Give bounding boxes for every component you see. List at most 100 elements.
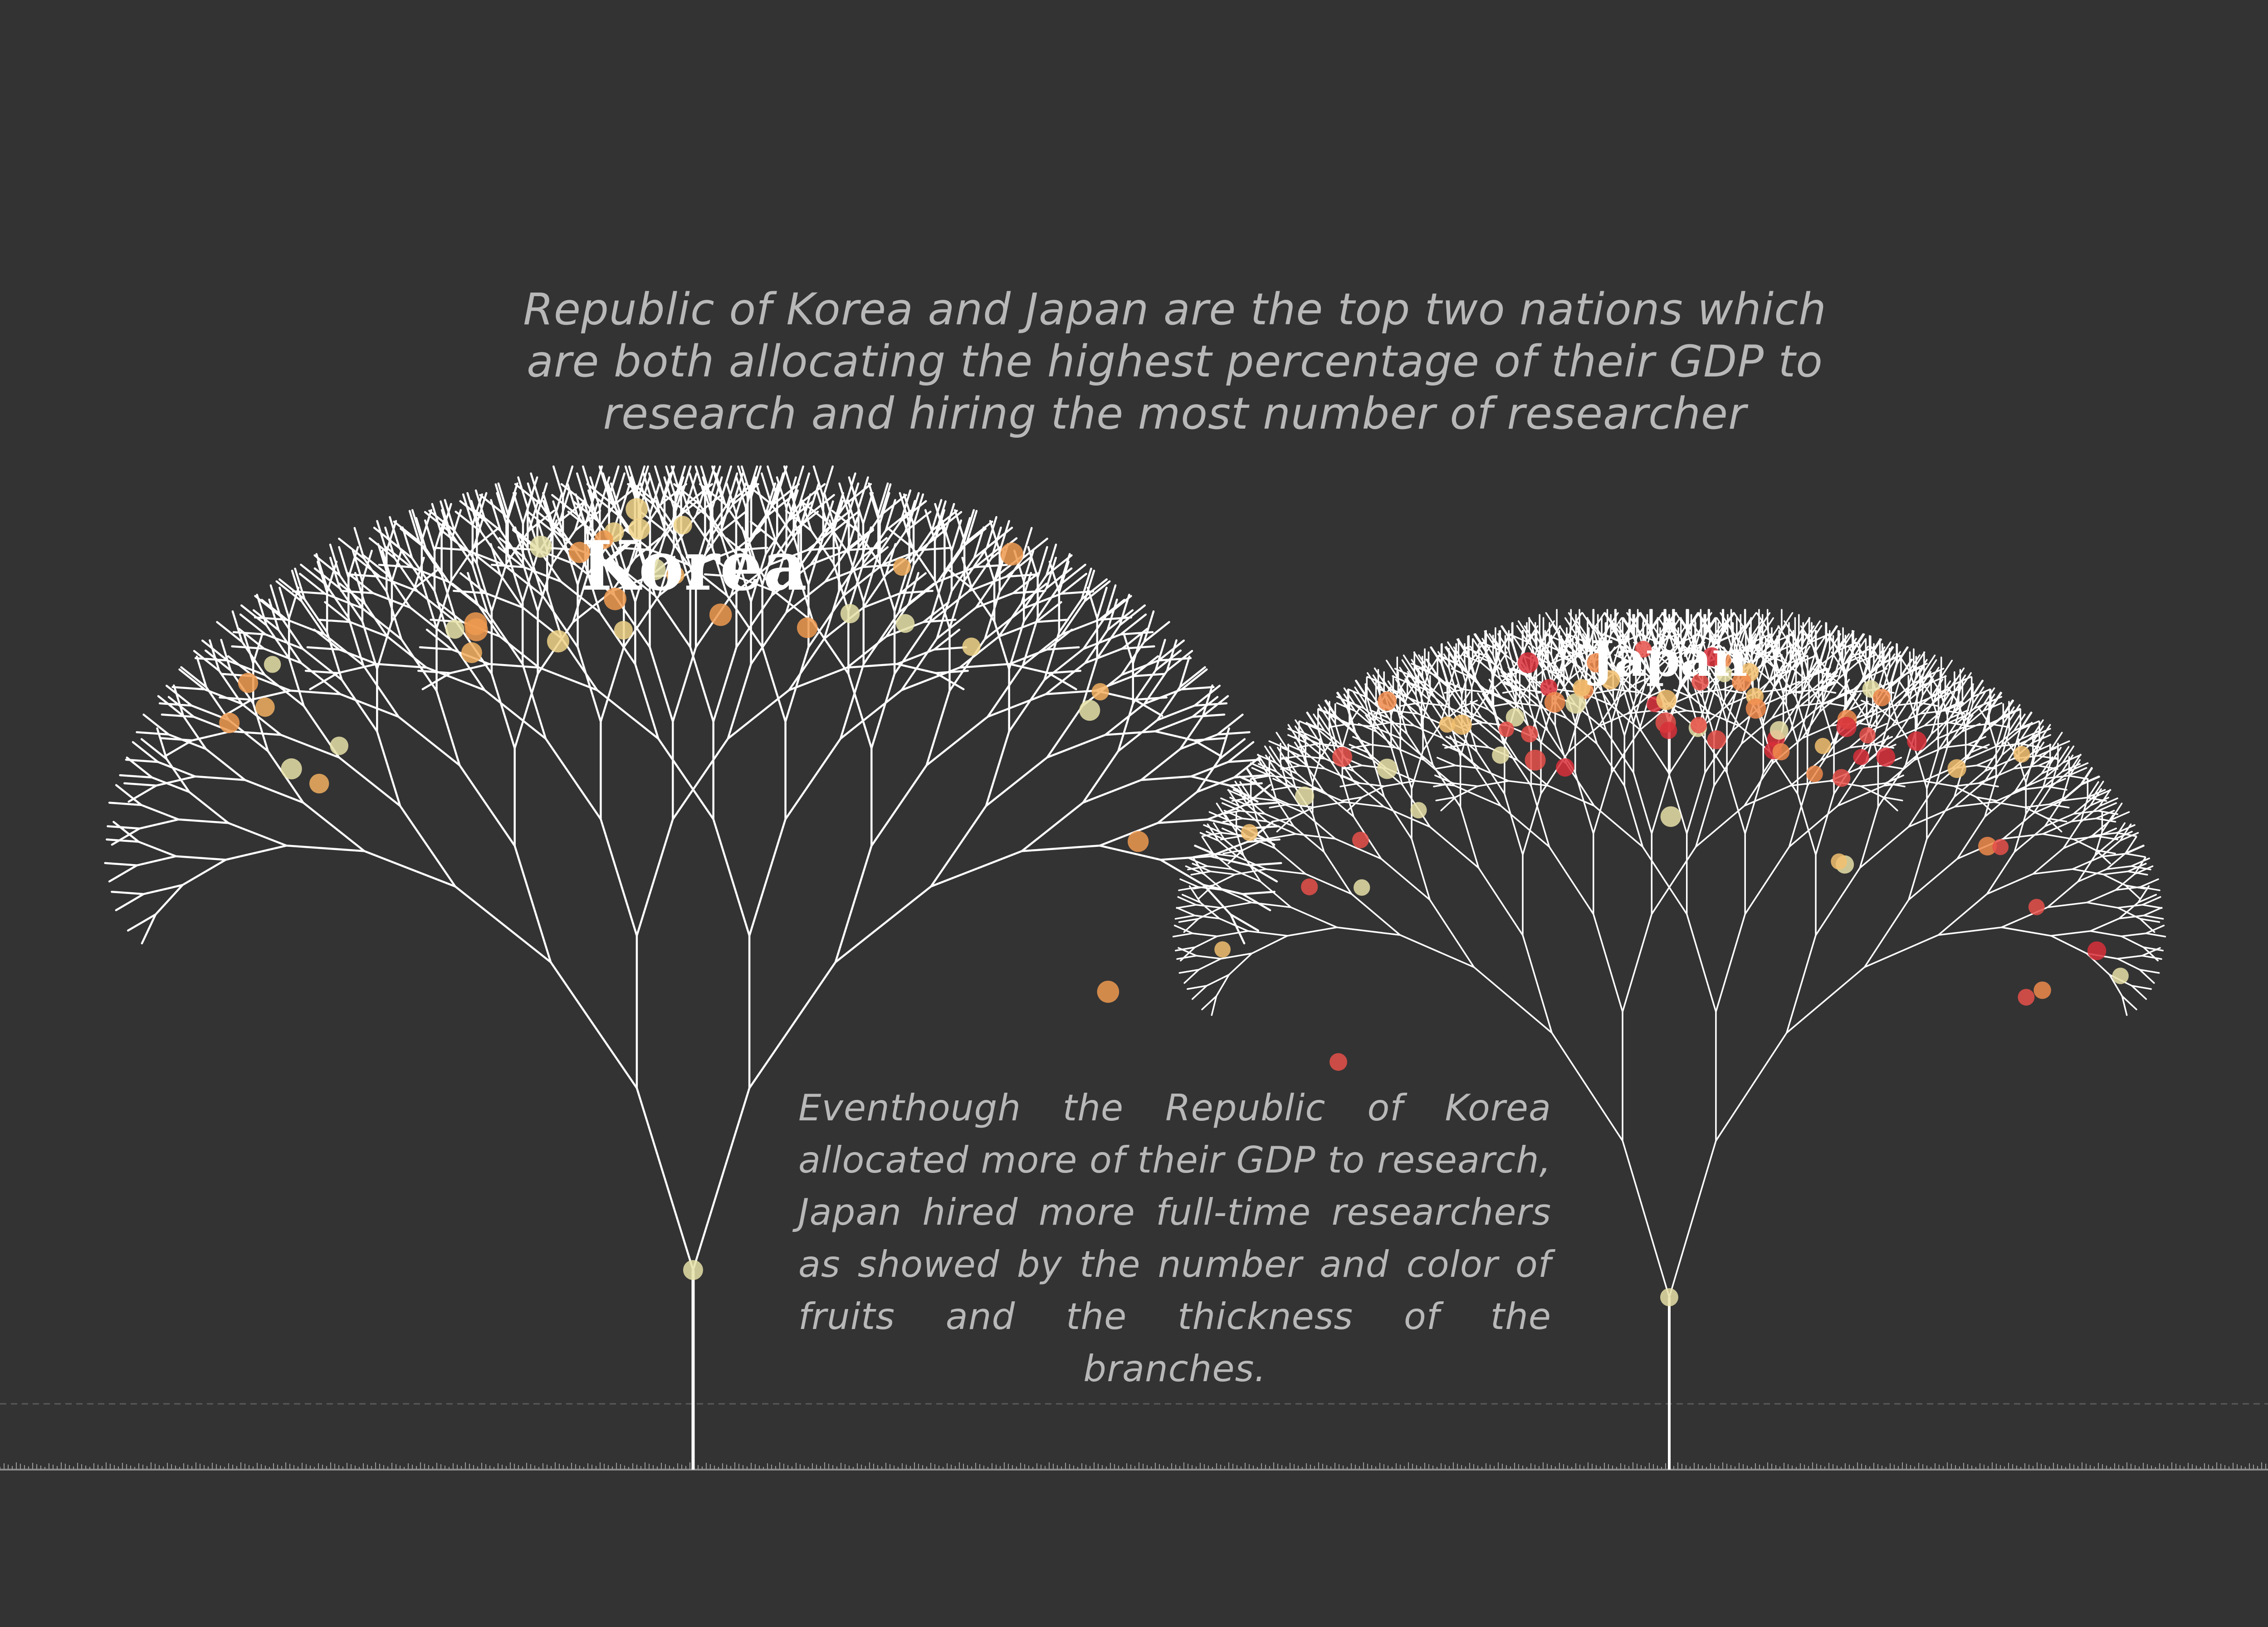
fruit	[1517, 652, 1539, 674]
fruit	[1241, 824, 1258, 841]
fruit	[1769, 721, 1789, 740]
fruit	[1332, 747, 1353, 767]
fruit	[1635, 640, 1652, 658]
fruit	[626, 498, 648, 521]
fruit	[1707, 730, 1726, 749]
fruit	[604, 587, 627, 611]
fruit	[1853, 749, 1869, 765]
fruit	[264, 656, 281, 673]
fruit	[1352, 831, 1369, 849]
fruit	[1716, 666, 1733, 683]
fruit	[2033, 981, 2051, 999]
fruit	[309, 773, 329, 794]
fruit	[1439, 716, 1456, 733]
fruit	[1702, 647, 1721, 667]
fruit	[1079, 700, 1100, 721]
fruit	[1295, 787, 1315, 806]
fruit	[1907, 731, 1927, 751]
fruit	[1587, 653, 1607, 673]
fruit	[1978, 836, 1997, 856]
fruit	[464, 612, 487, 635]
fruit	[2018, 989, 2035, 1006]
fruit	[1330, 1053, 1347, 1071]
fruit	[614, 621, 633, 640]
fruit	[1836, 717, 1857, 737]
fruit	[1660, 1288, 1678, 1306]
fruit	[547, 630, 570, 653]
fruit	[666, 566, 684, 584]
fruit	[1876, 748, 1896, 767]
comparison-text: Eventhough the Republic of Korea allocat…	[798, 1087, 1551, 1390]
fruit	[1732, 672, 1751, 692]
fruit	[461, 642, 482, 663]
fruit	[1525, 749, 1546, 771]
fruit	[530, 535, 552, 558]
fruit	[1806, 765, 1823, 782]
fruit	[1992, 839, 2009, 855]
korea-title: Korea	[581, 526, 807, 606]
fruit	[962, 637, 981, 656]
fruit	[1000, 542, 1023, 566]
fruit	[330, 736, 349, 755]
fruit	[673, 516, 692, 535]
fruit	[895, 614, 915, 633]
fruit	[797, 617, 818, 638]
fruit	[1872, 689, 1891, 707]
fruit	[1498, 721, 1514, 737]
fruit	[1452, 714, 1472, 735]
fruit	[1573, 679, 1591, 697]
fruit	[683, 1260, 703, 1280]
japan-tree	[1172, 609, 2166, 1470]
fruit	[628, 518, 650, 540]
fruit	[1565, 693, 1586, 714]
fruit	[1947, 759, 1966, 778]
fruit	[1301, 878, 1318, 895]
fruit	[893, 558, 911, 576]
ground-texture	[0, 1462, 2266, 1470]
fruit	[1505, 708, 1525, 727]
fruit	[1660, 806, 1681, 827]
fruit	[2087, 941, 2107, 960]
fruit	[1691, 674, 1709, 691]
fruit	[1128, 831, 1149, 852]
korea-tree	[104, 465, 1282, 1470]
fruit	[281, 758, 302, 780]
fruit	[1377, 758, 1398, 779]
fruit	[1410, 802, 1427, 819]
fruit	[1772, 743, 1790, 761]
fruit	[1377, 691, 1397, 711]
fruit	[569, 542, 591, 563]
ground-tick	[0, 1462, 2266, 1470]
japan-title: Japan	[1591, 630, 1748, 688]
fruit	[1690, 717, 1707, 733]
fruit	[255, 697, 275, 717]
fruit	[1660, 722, 1677, 739]
fruit	[644, 558, 666, 581]
intro-text: Republic of Korea and Japan are the top …	[523, 284, 1827, 439]
fruit	[2028, 899, 2045, 915]
fruit	[1091, 683, 1109, 701]
fruit	[1214, 941, 1231, 958]
fruit	[1833, 769, 1851, 787]
fruit	[219, 713, 240, 733]
fruit	[1521, 725, 1538, 743]
fruit	[1656, 689, 1677, 710]
fruit	[1354, 879, 1370, 896]
fruit	[1544, 692, 1565, 713]
fruit	[445, 620, 464, 639]
fruit	[1492, 746, 1510, 764]
fruit	[1814, 738, 1831, 754]
fruit	[2013, 746, 2030, 763]
fruit	[1097, 981, 1119, 1003]
fruit	[238, 673, 259, 693]
fruit	[1859, 727, 1876, 744]
fruit	[1831, 853, 1847, 870]
fruit	[1556, 758, 1574, 777]
fruit	[594, 530, 613, 549]
fruit	[2112, 967, 2129, 984]
tree-branches	[1172, 609, 2166, 1298]
fruit	[840, 604, 860, 624]
fruit	[1745, 698, 1766, 719]
fruit	[1600, 670, 1620, 690]
